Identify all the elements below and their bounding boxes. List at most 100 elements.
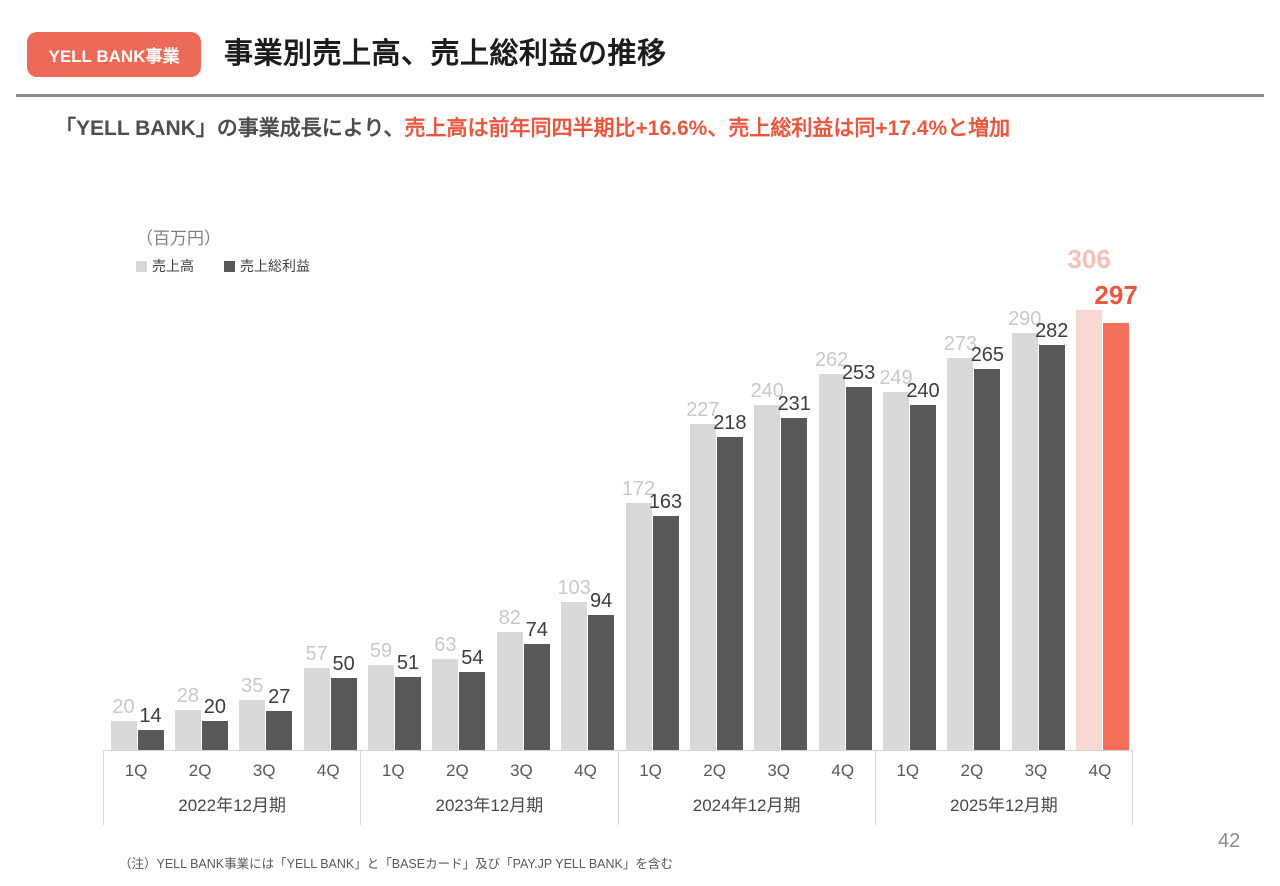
plot-area: 20 14 28 20 35 27 57 50 59 51 63 54 82 74 103 94 172 163 2…	[103, 240, 1138, 750]
gross-profit-bar	[459, 672, 486, 750]
gross-profit-bar	[716, 437, 743, 750]
gross-profit-value-label: 265	[970, 344, 1005, 366]
quarter-label: 1Q	[381, 761, 405, 780]
quarter-label: 1Q	[896, 761, 920, 780]
gross-profit-value-label: 94	[590, 590, 613, 612]
year-label: 2023年12月期	[435, 796, 544, 815]
business-badge: YELL BANK事業	[27, 32, 201, 77]
year-label: 2022年12月期	[178, 796, 286, 815]
revenue-bar	[947, 358, 974, 750]
subtitle-normal: 「YELL BANK」の事業成長により、	[55, 117, 405, 140]
unit-label: （百万円）	[136, 229, 221, 248]
revenue-value-label: 290	[1008, 308, 1042, 330]
quarter-label: 4Q	[574, 761, 597, 780]
gross-profit-bar	[137, 730, 164, 750]
revenue-value-label: 59	[369, 640, 393, 662]
quarter-label: 2Q	[446, 761, 469, 780]
quarter-label: 4Q	[316, 761, 340, 780]
gross-profit-bar	[974, 369, 1001, 750]
gross-profit-value-label: 253	[841, 362, 876, 384]
revenue-bar	[368, 665, 394, 750]
quarter-label: 3Q	[252, 761, 276, 780]
revenue-bar	[110, 721, 137, 750]
revenue-value-label: 20	[112, 696, 135, 718]
header-divider	[16, 94, 1264, 97]
revenue-bar	[432, 659, 459, 750]
year-group: 1Q 2Q 3Q 4Q 2023年12月期	[361, 751, 619, 825]
gross-profit-bar	[1103, 323, 1130, 750]
page-number: 42	[1218, 830, 1241, 852]
gross-profit-value-label: 74	[525, 619, 548, 641]
quarter-row: 1Q 2Q 3Q 4Q	[361, 751, 617, 791]
revenue-value-label: 262	[814, 349, 849, 371]
gross-profit-value-label: 231	[777, 393, 811, 415]
year-group: 1Q 2Q 3Q 4Q 2025年12月期	[876, 751, 1133, 825]
page-title: 事業別売上高、売上総利益の推移	[224, 38, 667, 70]
gross-profit-value-label: 54	[461, 647, 484, 669]
legend-item-gross-profit: 売上総利益	[224, 256, 310, 276]
gross-profit-value-label: 51	[396, 652, 420, 674]
gross-profit-value-label: 218	[713, 412, 747, 434]
revenue-value-label: 249	[879, 367, 913, 389]
gross-profit-value-label: 50	[332, 653, 355, 675]
subtitle-highlight: 売上高は前年同四半期比+16.6%、売上総利益は同+17.4%と増加	[404, 117, 1011, 140]
revenue-bar	[1011, 333, 1038, 750]
gross-profit-value-label: 20	[203, 696, 226, 718]
gross-profit-value-label: 27	[268, 686, 291, 708]
revenue-value-label: 63	[434, 634, 457, 656]
year-group: 1Q 2Q 3Q 4Q 2022年12月期	[104, 751, 362, 825]
revenue-value-label: 103	[557, 577, 591, 599]
revenue-value-label: 35	[241, 675, 264, 697]
gross-profit-bar	[201, 721, 228, 750]
gross-profit-bar	[523, 644, 550, 750]
year-group: 1Q 2Q 3Q 4Q 2024年12月期	[619, 751, 876, 825]
revenue-bar	[883, 392, 909, 750]
quarter-label: 1Q	[124, 761, 148, 780]
gross-profit-legend-label: 売上総利益	[240, 258, 310, 274]
quarter-label: 1Q	[639, 761, 662, 780]
revenue-bar	[496, 632, 523, 750]
revenue-bar	[1076, 310, 1103, 750]
revenue-bar	[303, 668, 330, 750]
quarter-label: 2Q	[960, 761, 984, 780]
gross-profit-value-label: 240	[906, 380, 940, 402]
gross-profit-value-label: 163	[648, 491, 683, 513]
gross-profit-bar	[845, 387, 872, 750]
gross-profit-legend-swatch	[224, 260, 235, 272]
revenue-bar	[625, 503, 652, 750]
revenue-bar	[818, 374, 845, 750]
revenue-bar	[561, 602, 588, 750]
quarter-row: 1Q 2Q 3Q 4Q	[619, 751, 875, 791]
gross-profit-value-label: 297	[1094, 280, 1138, 310]
revenue-value-label: 306	[1067, 244, 1111, 274]
quarter-label: 3Q	[1024, 761, 1048, 780]
revenue-value-label: 57	[305, 643, 328, 665]
x-axis: 1Q 2Q 3Q 4Q 2022年12月期 1Q 2Q 3Q 4Q 2023年12月期 1Q 2Q 3Q…	[103, 750, 1133, 825]
quarter-label: 4Q	[831, 761, 855, 780]
quarter-row: 1Q 2Q 3Q 4Q	[104, 751, 360, 791]
quarter-label: 2Q	[188, 761, 212, 780]
quarter-label: 2Q	[703, 761, 726, 780]
year-label: 2024年12月期	[692, 796, 801, 815]
legend-item-revenue: 売上高	[136, 256, 194, 276]
gross-profit-bar	[910, 405, 936, 750]
revenue-value-label: 82	[498, 607, 521, 629]
revenue-value-label: 273	[943, 333, 978, 355]
gross-profit-bar	[588, 615, 615, 750]
gross-profit-bar	[395, 677, 421, 750]
gross-profit-bar	[1038, 345, 1065, 750]
revenue-bar	[754, 405, 781, 750]
gross-profit-bar	[781, 418, 808, 750]
quarter-label: 4Q	[1088, 761, 1112, 780]
quarter-label: 3Q	[767, 761, 790, 780]
gross-profit-value-label: 14	[139, 705, 162, 727]
chart-legend: 売上高 売上総利益	[136, 256, 310, 276]
revenue-bar	[689, 424, 716, 750]
quarter-label: 3Q	[510, 761, 533, 780]
revenue-bar	[174, 710, 201, 750]
revenue-value-label: 227	[686, 399, 720, 421]
revenue-bar	[239, 700, 266, 750]
gross-profit-value-label: 282	[1035, 320, 1069, 342]
revenue-value-label: 240	[750, 380, 784, 402]
